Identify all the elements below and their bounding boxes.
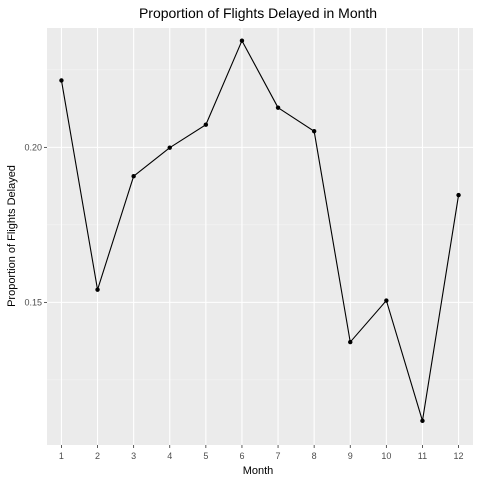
y-tick-label: 0.15 (24, 297, 42, 307)
grid-lines (47, 28, 473, 445)
data-point-month-12 (456, 192, 461, 198)
data-point-month-4 (167, 145, 172, 150)
x-tick-label: 3 (131, 451, 136, 461)
x-tick-label: 7 (276, 451, 281, 461)
y-tick-label: 0.20 (24, 142, 42, 152)
x-axis-label: Month (243, 465, 274, 477)
data-point-month-6 (239, 38, 245, 43)
x-tick-label: 4 (167, 451, 172, 461)
x-tick-label: 1 (59, 451, 64, 461)
data-point-month-8 (311, 129, 317, 134)
data-point-month-5 (203, 122, 209, 127)
data-point-month-3 (131, 173, 136, 179)
series-group (59, 38, 461, 424)
x-tick-label: 9 (348, 451, 353, 461)
x-tick-label: 2 (95, 451, 100, 461)
x-tick-label: 8 (312, 451, 317, 461)
data-point-month-10 (384, 298, 389, 303)
x-tick-label: 10 (381, 451, 391, 461)
series-line (60, 40, 460, 422)
data-point-month-2 (95, 287, 100, 292)
x-tick-label: 6 (239, 451, 244, 461)
axis-ticks: 0.150.201 2 3 4 5 6 7 8 9 10 11 12 (24, 142, 463, 461)
x-tick-label: 11 (418, 451, 427, 461)
data-point-month-1 (59, 78, 64, 83)
x-tick-label: 5 (203, 451, 208, 461)
chart-title: Proportion of Flights Delayed in Month (139, 5, 377, 21)
panel-background (47, 28, 473, 445)
y-axis-label: Proportion of Flights Delayed (6, 165, 18, 307)
x-tick-label: 12 (454, 451, 464, 461)
data-point-month-11 (420, 418, 425, 424)
data-point-month-9 (348, 339, 353, 345)
data-point-month-7 (275, 105, 281, 110)
